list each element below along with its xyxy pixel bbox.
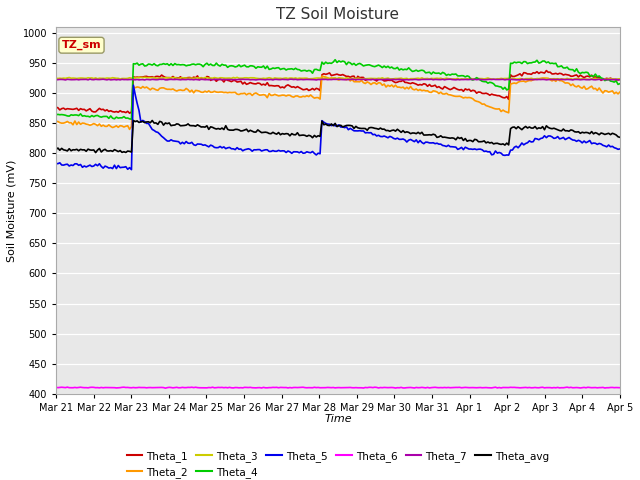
Theta_7 <box>86 76 94 82</box>
Theta_3 <box>388 76 396 82</box>
Line: Theta_2: Theta_2 <box>56 76 620 129</box>
Theta_7 <box>54 77 61 83</box>
Theta_5 <box>390 135 397 141</box>
Theta_3 <box>612 77 620 83</box>
Theta_2 <box>125 126 133 132</box>
Theta_3 <box>616 76 624 82</box>
Theta_7 <box>392 77 399 83</box>
Theta_4 <box>127 116 135 122</box>
Theta_5 <box>52 161 60 167</box>
Theta_1 <box>125 110 133 116</box>
Line: Theta_avg: Theta_avg <box>56 120 620 153</box>
Theta_5 <box>392 136 399 142</box>
Theta_2 <box>390 84 397 90</box>
Theta_4 <box>531 59 539 65</box>
Theta_1 <box>543 68 550 73</box>
Theta_3 <box>399 76 407 82</box>
Theta_5 <box>129 82 137 88</box>
Theta_4 <box>392 66 399 72</box>
Theta_4 <box>332 57 339 62</box>
Theta_1 <box>567 73 575 79</box>
Line: Theta_1: Theta_1 <box>56 71 620 113</box>
Theta_avg <box>390 127 397 133</box>
Theta_1 <box>390 79 397 84</box>
Theta_2 <box>52 119 60 124</box>
Theta_7 <box>616 77 624 83</box>
Theta_4 <box>52 112 60 118</box>
Theta_4 <box>54 111 61 117</box>
Theta_6 <box>567 384 575 390</box>
Line: Theta_4: Theta_4 <box>56 60 620 119</box>
Theta_4 <box>390 66 397 72</box>
Theta_7 <box>531 77 539 83</box>
Theta_7 <box>390 76 397 82</box>
Theta_avg <box>92 150 99 156</box>
Theta_2 <box>531 76 539 82</box>
Theta_5 <box>567 136 575 142</box>
Theta_avg <box>392 128 399 134</box>
Theta_3 <box>565 76 573 82</box>
Theta_5 <box>531 136 539 142</box>
Line: Theta_5: Theta_5 <box>56 85 620 169</box>
Theta_7 <box>141 77 148 83</box>
Theta_avg <box>52 146 60 152</box>
Theta_1 <box>616 76 624 82</box>
Theta_6 <box>63 384 71 390</box>
Theta_7 <box>52 77 60 83</box>
Theta_4 <box>401 66 409 72</box>
Y-axis label: Soil Moisture (mV): Soil Moisture (mV) <box>7 159 17 262</box>
Theta_avg <box>401 130 409 135</box>
Theta_6 <box>54 385 61 391</box>
Theta_1 <box>388 77 396 83</box>
Theta_3 <box>54 75 61 81</box>
Theta_2 <box>567 83 575 88</box>
Theta_avg <box>567 127 575 133</box>
Theta_2 <box>318 73 326 79</box>
Theta_5 <box>616 146 624 152</box>
Title: TZ Soil Moisture: TZ Soil Moisture <box>276 7 399 22</box>
Theta_1 <box>529 70 537 76</box>
Theta_avg <box>616 134 624 140</box>
Text: TZ_sm: TZ_sm <box>61 40 101 50</box>
X-axis label: Time: Time <box>324 414 352 424</box>
Theta_3 <box>52 75 60 81</box>
Theta_3 <box>137 74 145 80</box>
Theta_1 <box>52 104 60 110</box>
Theta_5 <box>401 137 409 143</box>
Line: Theta_6: Theta_6 <box>56 387 620 388</box>
Theta_7 <box>401 77 409 83</box>
Theta_6 <box>616 385 624 391</box>
Theta_3 <box>390 76 397 82</box>
Theta_avg <box>129 118 137 123</box>
Line: Theta_3: Theta_3 <box>56 77 620 80</box>
Theta_6 <box>161 385 169 391</box>
Theta_1 <box>399 77 407 83</box>
Theta_2 <box>54 119 61 124</box>
Line: Theta_7: Theta_7 <box>56 79 620 80</box>
Theta_2 <box>616 89 624 95</box>
Theta_4 <box>567 67 575 72</box>
Theta_6 <box>401 385 409 391</box>
Theta_6 <box>531 384 539 390</box>
Theta_2 <box>401 86 409 92</box>
Theta_2 <box>392 83 399 88</box>
Theta_7 <box>567 77 575 83</box>
Theta_3 <box>529 76 537 82</box>
Theta_avg <box>531 123 539 129</box>
Theta_6 <box>392 385 399 391</box>
Legend: Theta_1, Theta_2, Theta_3, Theta_4, Theta_5, Theta_6, Theta_7, Theta_avg: Theta_1, Theta_2, Theta_3, Theta_4, Thet… <box>122 446 554 480</box>
Theta_avg <box>54 145 61 151</box>
Theta_1 <box>54 105 61 111</box>
Theta_6 <box>390 385 397 391</box>
Theta_5 <box>127 167 135 172</box>
Theta_5 <box>54 161 61 167</box>
Theta_4 <box>616 81 624 86</box>
Theta_6 <box>52 384 60 390</box>
